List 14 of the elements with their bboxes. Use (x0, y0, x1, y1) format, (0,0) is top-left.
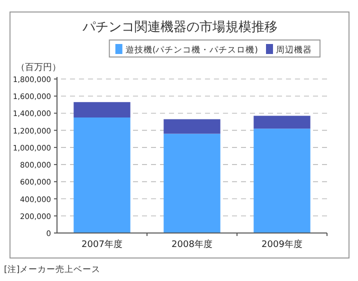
bar (254, 128, 310, 233)
legend-label: 遊技機(パチンコ機・パチスロ機) (125, 44, 258, 56)
x-tick-label: 2009年度 (262, 239, 302, 250)
bar (74, 118, 130, 233)
bar (74, 102, 130, 118)
x-tick-label: 2008年度 (172, 239, 212, 250)
bar (164, 119, 220, 134)
bar (164, 134, 220, 233)
bar (254, 116, 310, 129)
y-axis-title: （百万円） (16, 63, 61, 73)
text: [注]メーカー売上ベース (4, 264, 101, 275)
chart-title: パチンコ関連機器の市場規模推移 (82, 20, 278, 35)
legend-label: 周辺機器 (276, 44, 312, 56)
x-tick-label: 2007年度 (82, 239, 122, 250)
